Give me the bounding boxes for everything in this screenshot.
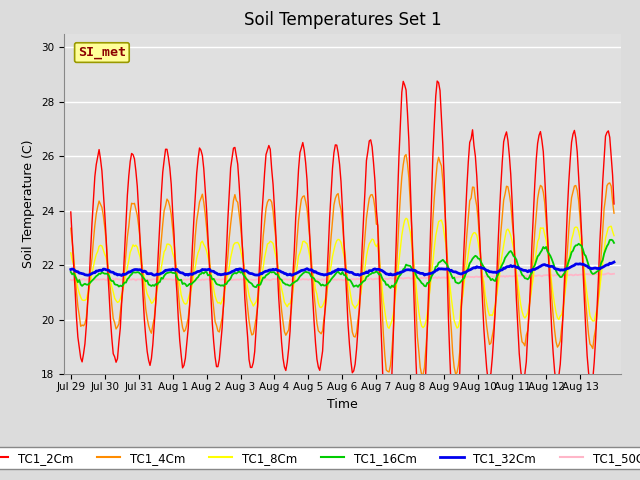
X-axis label: Time: Time	[327, 397, 358, 410]
Text: SI_met: SI_met	[78, 46, 126, 59]
Legend: TC1_2Cm, TC1_4Cm, TC1_8Cm, TC1_16Cm, TC1_32Cm, TC1_50Cm: TC1_2Cm, TC1_4Cm, TC1_8Cm, TC1_16Cm, TC1…	[0, 447, 640, 469]
Title: Soil Temperatures Set 1: Soil Temperatures Set 1	[244, 11, 441, 29]
Y-axis label: Soil Temperature (C): Soil Temperature (C)	[22, 140, 35, 268]
